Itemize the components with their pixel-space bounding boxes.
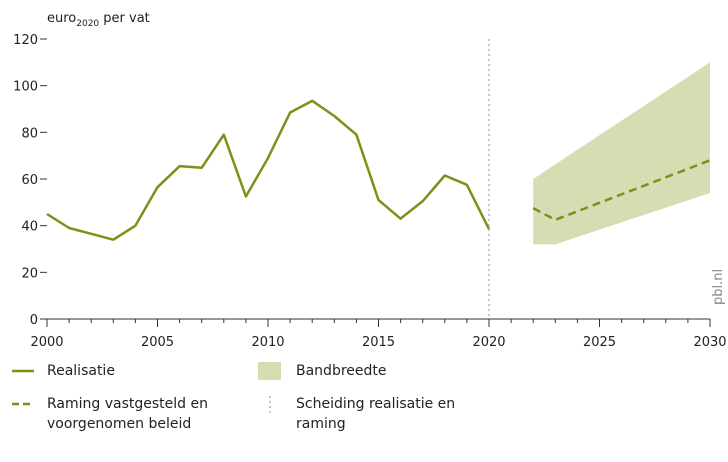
legend-label: Scheiding realisatie en raming <box>296 396 456 432</box>
x-tick-label: 2000 <box>30 335 63 350</box>
y-tick-label: 0 <box>30 313 38 328</box>
line <box>532 159 711 222</box>
x-tick-label: 2030 <box>693 335 726 350</box>
y-tick-label: 80 <box>21 126 38 141</box>
band <box>533 62 710 245</box>
x-tick-label: 2025 <box>583 335 616 350</box>
legend-label: Bandbreedte <box>296 363 387 379</box>
legend-swatch <box>258 362 281 380</box>
x-tick-label: 2015 <box>362 335 395 350</box>
x-tick-label: 2010 <box>251 335 284 350</box>
y-tick-label: 20 <box>21 266 38 281</box>
y-axis-label: euro2020 per vat <box>47 11 150 29</box>
y-tick-label: 60 <box>21 173 38 188</box>
legend-label: Realisatie <box>47 363 115 379</box>
x-tick-label: 2020 <box>472 335 505 350</box>
x-tick-label: 2005 <box>141 335 174 350</box>
y-tick-label: 100 <box>13 80 38 95</box>
y-tick-label: 120 <box>13 33 38 48</box>
legend-label: Raming vastgesteld en voorgenomen beleid <box>47 396 208 432</box>
source: pbl.nl <box>711 269 726 305</box>
line <box>46 99 491 241</box>
y-tick-label: 40 <box>21 220 38 235</box>
